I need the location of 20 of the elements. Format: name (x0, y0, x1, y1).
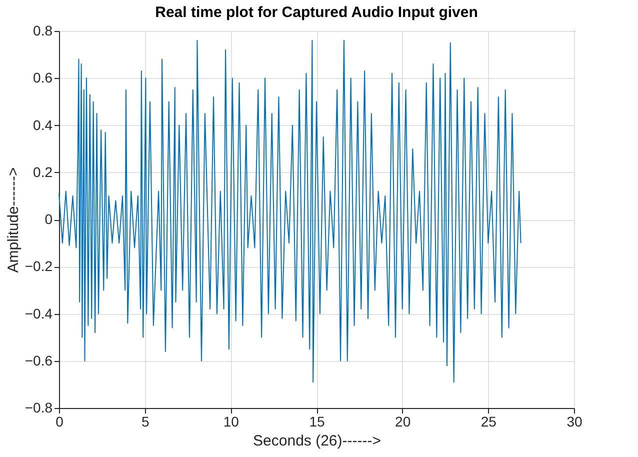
y-tick-label: 0.2 (33, 164, 53, 180)
chart-title: Real time plot for Captured Audio Input given (155, 4, 478, 21)
x-tick-label: 30 (566, 414, 582, 430)
y-tick-label: 0.6 (33, 70, 53, 86)
x-tick-label: 20 (395, 414, 411, 430)
y-tick-label: −0.4 (24, 305, 53, 322)
x-tick-label: 10 (223, 414, 240, 430)
x-axis-title: Seconds (26)------> (253, 432, 382, 450)
y-tick-label: 0.8 (33, 22, 53, 38)
y-tick-label: −0.2 (24, 258, 53, 274)
x-tick-label: 0 (56, 414, 64, 430)
y-tick-label: −0.8 (24, 400, 53, 416)
x-tick-label: 5 (141, 414, 150, 430)
x-tick-label: 25 (480, 414, 497, 430)
y-tick-label: 0 (44, 211, 53, 227)
line-series (58, 40, 522, 383)
y-tick-label: −0.6 (24, 352, 53, 368)
x-tick-label: 15 (309, 414, 325, 430)
y-tick-label: 0.4 (33, 116, 53, 133)
y-axis-title: Amplitude------> (4, 167, 22, 273)
